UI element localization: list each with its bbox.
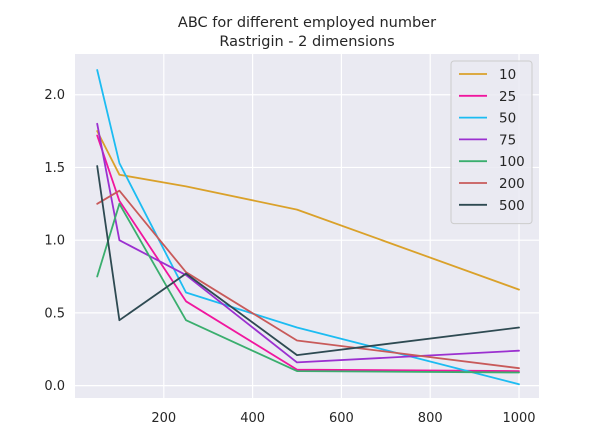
legend-label: 10 [499,67,516,83]
legend-label: 75 [499,132,516,148]
x-tick-label: 600 [329,411,354,426]
legend-label: 25 [499,89,516,105]
y-tick-label: 0.0 [44,379,65,394]
chart-title: ABC for different employed number [178,15,436,31]
y-tick-label: 1.0 [44,234,65,249]
legend-label: 500 [499,198,525,214]
y-tick-label: 1.5 [44,161,65,176]
legend-label: 200 [499,176,525,192]
x-axis-ticks: 200 400 600 800 1000 [151,411,535,426]
x-tick-label: 1000 [502,411,535,426]
series-line-100 [96,202,520,374]
x-tick-label: 400 [240,411,265,426]
y-tick-label: 2.0 [44,88,65,103]
y-axis-ticks: 0.0 0.5 1.0 1.5 2.0 [44,88,65,394]
series-line-500 [96,165,520,357]
series-line-25 [96,134,520,373]
series-line-75 [96,122,520,364]
legend-label: 50 [499,111,516,127]
legend: 10 25 50 75 100 200 500 [450,60,533,225]
x-tick-label: 200 [151,411,176,426]
series-lines [96,69,520,386]
legend-label: 100 [499,154,525,170]
series-line-200 [96,189,520,370]
series-line-10 [96,130,520,291]
chart-subtitle: Rastrigin - 2 dimensions [219,34,394,50]
y-tick-label: 0.5 [44,306,65,321]
x-tick-label: 800 [418,411,443,426]
